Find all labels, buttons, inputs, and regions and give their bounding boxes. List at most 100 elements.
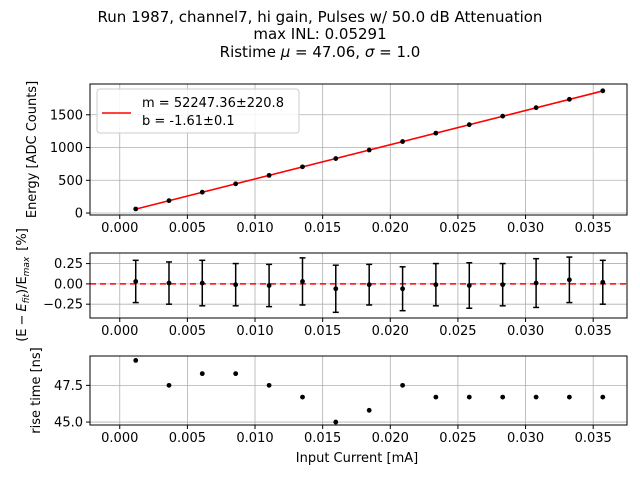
residual-x-tick-label: 0.035 <box>575 324 612 339</box>
residual-x-tick-label: 0.030 <box>507 324 544 339</box>
residual-data-point <box>600 279 606 285</box>
residual-data-point <box>300 279 305 284</box>
risetime-data-point <box>266 382 272 388</box>
residual-x-tick-label: 0.025 <box>439 324 476 339</box>
residual-x-tick-label: 0.010 <box>236 324 273 339</box>
risetime-grid <box>90 356 627 425</box>
residual-data-point <box>133 279 139 284</box>
residual-ticks: 0.000 0.005 0.010 0.015 0.020 0.025 0.030 0.035… <box>43 257 612 339</box>
risetime-data-point <box>366 407 372 413</box>
title-sigma-value: = 1.0 <box>374 43 421 61</box>
energy-data-point <box>566 96 572 102</box>
risetime-data-point <box>133 358 139 363</box>
risetime-data-point <box>566 394 572 400</box>
risetime-data-point <box>466 394 472 400</box>
risetime-x-tick-label: 0.005 <box>169 431 206 446</box>
residual-data-point <box>433 282 439 288</box>
risetime-axes-frame <box>89 355 628 426</box>
energy-data-point <box>333 156 339 161</box>
energy-axes-frame <box>89 83 628 216</box>
x-axis-label: Input Current [mA] <box>296 451 418 466</box>
energy-data-point <box>466 122 472 128</box>
risetime-data-point <box>166 382 172 388</box>
risetime-x-tick-label: 0.015 <box>304 431 341 446</box>
risetime-x-tick-label: 0.020 <box>372 431 409 446</box>
chart-title-line-3: Ristime μ = 47.06, σ = 1.0 <box>0 44 640 61</box>
residual-x-tick-label: 0.015 <box>304 324 341 339</box>
risetime-y-tick-label: 45.0 <box>54 416 83 431</box>
residual-x-tick-label: 0.005 <box>169 324 206 339</box>
energy-ticks: 0.000 0.005 0.010 0.015 0.020 0.025 0.030 0.035… <box>50 108 612 236</box>
energy-data-point <box>366 147 372 153</box>
residual-y-tick-label: 0.25 <box>54 257 83 272</box>
residual-data-point <box>566 277 572 283</box>
energy-panel: 0.000 0.005 0.010 0.015 0.020 0.025 0.030 0.035… <box>25 81 628 236</box>
residual-panel: 0.000 0.005 0.010 0.015 0.020 0.025 0.030 0.035… <box>15 228 628 342</box>
risetime-panel: 0.000 0.005 0.010 0.015 0.020 0.025 0.030 0.035… <box>29 347 628 466</box>
risetime-data-point <box>533 394 539 400</box>
risetime-points <box>133 358 606 425</box>
energy-y-axis-label: Energy [ADC Counts] <box>25 81 40 218</box>
energy-x-tick-label: 0.025 <box>439 221 476 236</box>
residual-data-point <box>333 286 339 292</box>
energy-x-tick-label: 0.000 <box>101 221 138 236</box>
risetime-data-point <box>199 371 205 377</box>
residual-points <box>132 256 606 314</box>
residual-x-tick-label: 0.020 <box>372 324 409 339</box>
energy-y-tick-label: 0 <box>75 207 83 222</box>
energy-x-tick-label: 0.005 <box>169 221 206 236</box>
title-mu-value: = 47.06, <box>290 43 365 61</box>
title-prefix: Ristime <box>219 43 281 61</box>
energy-data-point <box>400 139 405 144</box>
title-mu-symbol: μ <box>280 43 291 61</box>
risetime-x-tick-label: 0.030 <box>507 431 544 446</box>
residual-data-point <box>533 280 539 286</box>
residual-y-axis-label: (E−Efit)/Emax[%] <box>15 228 32 342</box>
energy-y-tick-label: 500 <box>58 174 83 189</box>
risetime-data-point <box>400 382 405 388</box>
chart-title-line-2: max INL: 0.05291 <box>253 25 387 43</box>
risetime-data-point <box>433 394 439 400</box>
residual-data-point <box>199 280 205 286</box>
energy-data-point <box>300 164 305 170</box>
risetime-data-point <box>300 394 305 400</box>
energy-x-tick-label: 0.030 <box>507 221 544 236</box>
chart-title-line-1: Run 1987, channel7, hi gain, Pulses w/ 5… <box>97 8 543 26</box>
energy-y-tick-label: 1000 <box>50 141 83 156</box>
energy-points <box>133 88 606 212</box>
residual-data-point <box>500 282 506 288</box>
residual-y-tick-label: 0.00 <box>54 277 83 292</box>
energy-data-point <box>266 172 272 178</box>
energy-x-tick-label: 0.020 <box>372 221 409 236</box>
risetime-x-tick-label: 0.000 <box>101 431 138 446</box>
energy-x-tick-label: 0.015 <box>304 221 341 236</box>
legend-intercept-text: b = -1.61±0.1 <box>142 114 235 129</box>
residual-axes-frame <box>89 252 628 319</box>
energy-x-tick-label: 0.010 <box>236 221 273 236</box>
risetime-y-axis-label: rise time [ns] <box>29 347 44 434</box>
residual-data-point <box>366 282 372 288</box>
legend-slope-text: m = 52247.36±220.8 <box>142 96 284 111</box>
energy-data-point <box>600 88 606 94</box>
residual-grid <box>90 253 627 318</box>
risetime-y-tick-label: 47.5 <box>54 379 83 394</box>
energy-y-tick-label: 1500 <box>50 108 83 123</box>
energy-legend: m = 52247.36±220.8 b = -1.61±0.1 <box>96 88 300 134</box>
residual-data-point <box>233 282 239 288</box>
residual-data-point <box>466 283 472 288</box>
legend-box <box>96 88 300 134</box>
residual-x-tick-label: 0.000 <box>101 324 138 339</box>
residual-data-point <box>400 286 405 292</box>
residual-data-point <box>266 283 272 288</box>
energy-data-point <box>433 130 439 136</box>
residual-y-tick-label: −0.25 <box>43 298 83 313</box>
energy-data-point <box>233 181 239 187</box>
title-sigma-symbol: σ <box>364 43 375 61</box>
risetime-x-tick-label: 0.035 <box>575 431 612 446</box>
risetime-x-tick-label: 0.025 <box>439 431 476 446</box>
risetime-x-tick-label: 0.010 <box>236 431 273 446</box>
risetime-data-point <box>500 394 506 400</box>
energy-x-tick-label: 0.035 <box>575 221 612 236</box>
energy-data-point <box>199 189 205 195</box>
